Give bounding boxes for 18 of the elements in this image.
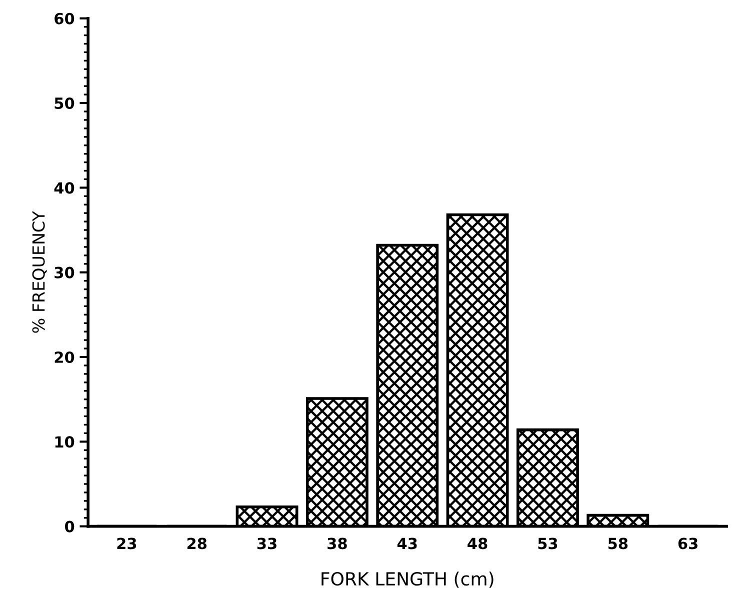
- y-tick-label: 50: [54, 97, 74, 110]
- x-tick-label: 23: [117, 538, 136, 550]
- x-tick-label: 38: [328, 538, 347, 550]
- x-tick-label: 58: [608, 538, 628, 550]
- x-tick-label: 48: [468, 538, 488, 550]
- y-tick-label: 30: [54, 266, 74, 278]
- x-axis-title: FORK LENGTH (cm): [322, 572, 494, 588]
- y-tick-label: 10: [55, 436, 74, 448]
- x-tick-label: 33: [257, 538, 276, 550]
- y-tick-label: 60: [54, 12, 74, 24]
- x-tick-label: 63: [678, 538, 698, 550]
- x-tick-label: 53: [538, 538, 558, 550]
- y-tick-label: 20: [54, 351, 74, 364]
- x-tick-label: 28: [187, 538, 207, 550]
- y-tick-label: 40: [54, 182, 74, 194]
- x-tick-label: 43: [397, 538, 417, 550]
- y-axis-title: % FREQUENCY: [32, 210, 47, 333]
- y-tick-label: 0: [64, 520, 74, 532]
